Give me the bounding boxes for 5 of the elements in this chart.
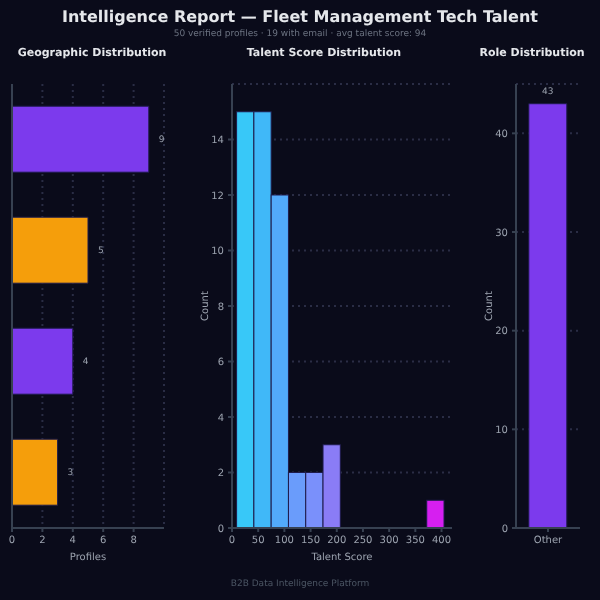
bar — [12, 438, 59, 506]
bar — [12, 327, 74, 395]
text: Intelligence Report — Fleet Management Tech Talent — [60, 8, 540, 26]
bar — [12, 105, 150, 173]
bar — [12, 216, 89, 284]
